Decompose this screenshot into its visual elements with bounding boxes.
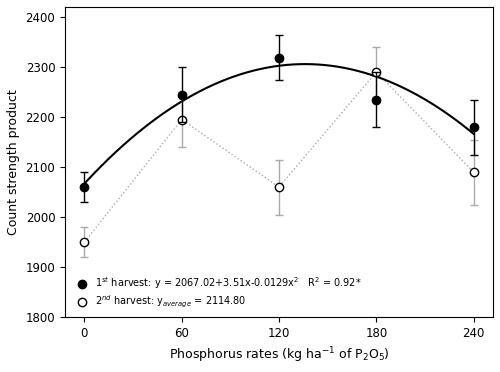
X-axis label: Phosphorus rates (kg ha$^{-1}$ of P$_2$O$_5$): Phosphorus rates (kg ha$^{-1}$ of P$_2$O… <box>168 346 390 365</box>
Legend: 1$^{st}$ harvest: y = 2067.02+3.51x-0.0129x$^{2}$   R$^{2}$ = 0.92*, 2$^{nd}$ ha: 1$^{st}$ harvest: y = 2067.02+3.51x-0.01… <box>70 273 364 312</box>
Y-axis label: Count strength product: Count strength product <box>7 89 20 235</box>
